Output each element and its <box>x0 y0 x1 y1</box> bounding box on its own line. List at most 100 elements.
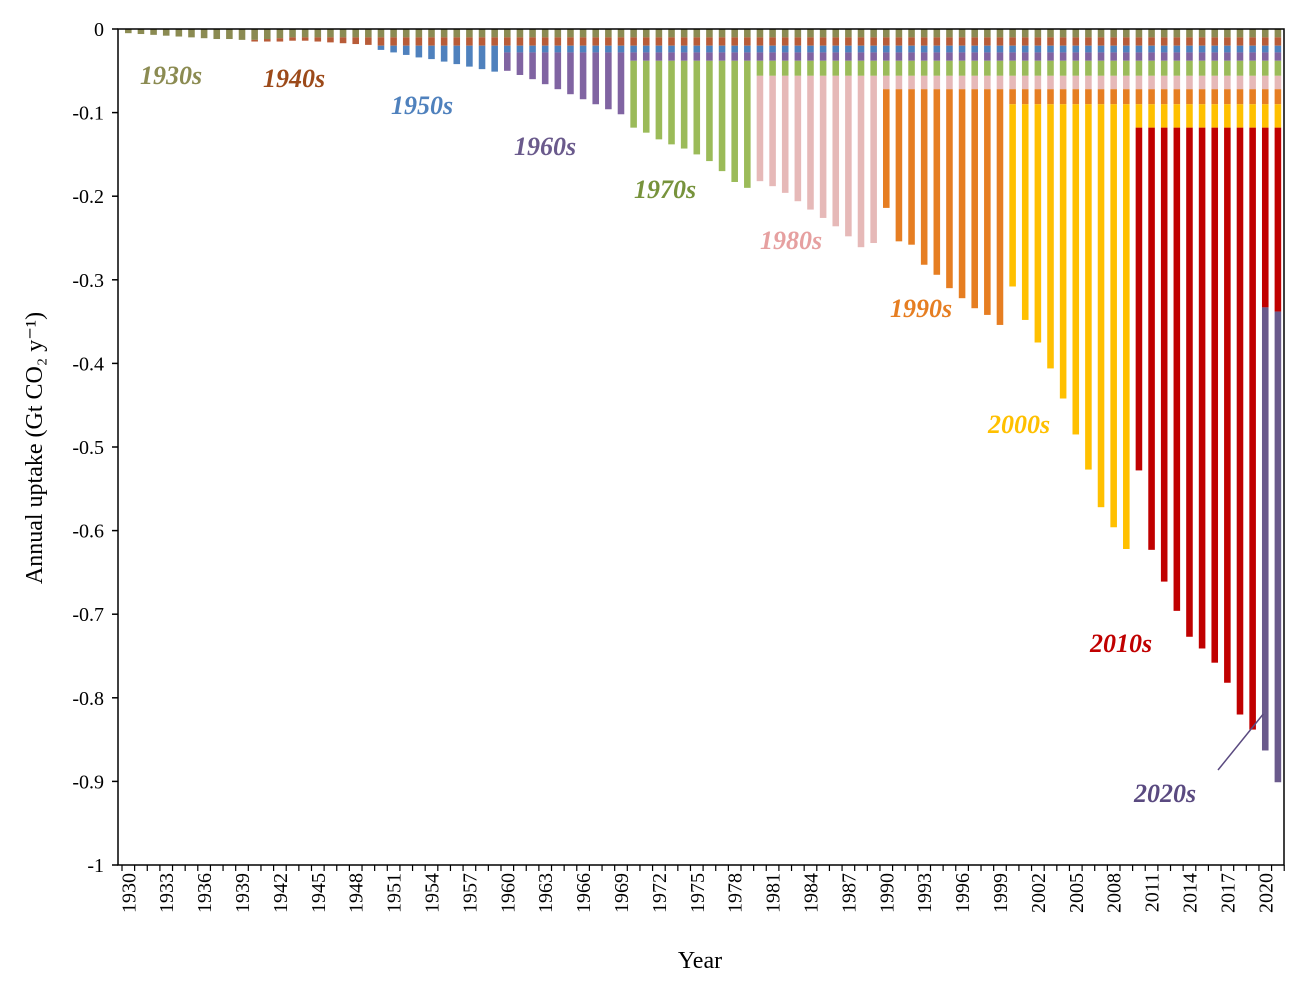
bar-1973-1950s <box>668 45 675 53</box>
bar-1999-1940s <box>996 37 1004 46</box>
bar-2011-1980s <box>1148 75 1155 90</box>
bar-2014-1980s <box>1186 75 1193 90</box>
bar-1972-1940s <box>655 37 663 46</box>
bar-1967-1950s <box>592 45 600 53</box>
bar-1947-1940s <box>339 37 347 44</box>
bar-1994-1940s <box>933 37 941 46</box>
decade-labels: 1930s 1940s 1950s 1960s 1970s 1980s 1990s 2000s… <box>140 61 1264 808</box>
bar-1945-1930s <box>314 29 322 38</box>
bar-2015-1960s <box>1198 52 1206 61</box>
bar-1953-1940s <box>415 37 423 46</box>
bar-1988-1930s <box>857 29 865 38</box>
bar-1974-1930s <box>680 29 688 38</box>
bar-1978-1970s <box>731 60 738 182</box>
bar-2009-1940s <box>1123 37 1130 46</box>
bar-1946-1940s <box>327 37 334 43</box>
x-tick-label: 2008 <box>1104 873 1126 913</box>
bar-2000-2000s <box>1009 104 1016 287</box>
x-tick-label: 1930 <box>118 873 140 913</box>
bar-1998-1950s <box>984 45 991 53</box>
bar-1995-1960s <box>946 52 953 61</box>
bar-2016-1940s <box>1211 37 1219 46</box>
decade-label-1980s: 1980s <box>760 226 822 255</box>
y-tick-label: -0.7 <box>72 604 104 626</box>
bar-2010-1950s <box>1135 45 1143 53</box>
bar-1993-1990s <box>920 89 928 265</box>
bar-2018-1950s <box>1236 45 1244 53</box>
bar-1991-1990s <box>895 89 903 242</box>
bar-1989-1960s <box>870 52 877 61</box>
bar-1976-1950s <box>706 45 713 53</box>
bar-2007-1970s <box>1097 60 1105 76</box>
bar-2002-1950s <box>1034 45 1042 53</box>
bar-1978-1930s <box>731 29 738 38</box>
bar-2007-1960s <box>1097 52 1105 61</box>
bar-2020-1950s <box>1261 45 1269 53</box>
bar-2013-1970s <box>1173 60 1181 76</box>
bar-2012-1950s <box>1160 45 1168 53</box>
bar-1996-1940s <box>958 37 966 46</box>
bar-1987-1970s <box>845 60 852 76</box>
plot-frame <box>117 28 1285 866</box>
bar-2010-1970s <box>1135 60 1143 76</box>
bar-2019-2010s <box>1249 127 1256 730</box>
bar-1998-1960s <box>984 52 991 61</box>
bar-2003-1970s <box>1047 60 1054 76</box>
bar-2014-1970s <box>1186 60 1193 76</box>
bar-1983-1930s <box>794 29 802 38</box>
bar-1982-1930s <box>781 29 789 38</box>
bar-1988-1940s <box>857 37 865 46</box>
bar-2015-1940s <box>1198 37 1206 46</box>
bar-1942-1940s <box>276 38 284 42</box>
x-tick-label: 1999 <box>990 873 1012 913</box>
bar-2011-2010s <box>1148 127 1155 550</box>
bar-2013-1930s <box>1173 29 1181 38</box>
bar-2020-1930s <box>1261 29 1269 38</box>
x-tick-label: 1993 <box>914 873 936 913</box>
bar-1990-1930s <box>883 29 890 38</box>
bar-1986-1940s <box>832 37 840 46</box>
bar-1993-1970s <box>920 60 928 76</box>
bar-1954-1950s <box>428 45 435 60</box>
bar-1984-1970s <box>807 60 814 76</box>
x-tick-label: 1957 <box>459 873 481 913</box>
bar-2001-1990s <box>1021 89 1029 105</box>
bar-1947-1930s <box>339 29 347 38</box>
bar-1986-1930s <box>832 29 840 38</box>
bar-2004-1950s <box>1059 45 1067 53</box>
bar-2013-1980s <box>1173 75 1181 90</box>
bar-1935-1930s <box>188 29 195 38</box>
bar-1999-1970s <box>996 60 1004 76</box>
x-tick-label: 1975 <box>687 873 709 913</box>
bar-2015-2000s <box>1198 104 1206 128</box>
bar-1953-1950s <box>415 45 423 58</box>
bar-1955-1930s <box>440 29 448 38</box>
bar-2005-1990s <box>1072 89 1080 105</box>
bar-1962-1940s <box>529 37 536 46</box>
bar-1991-1960s <box>895 52 903 61</box>
bar-1995-1970s <box>946 60 953 76</box>
bar-1980-1930s <box>756 29 764 38</box>
bar-2021-1940s <box>1274 37 1282 46</box>
bar-2016-1990s <box>1211 89 1219 105</box>
bar-1984-1960s <box>807 52 814 61</box>
bar-2001-1980s <box>1021 75 1029 90</box>
bar-1965-1960s <box>567 52 574 95</box>
bar-2018-1970s <box>1236 60 1244 76</box>
bar-1960-1930s <box>504 29 511 38</box>
bar-1956-1930s <box>453 29 461 38</box>
bar-1979-1970s <box>744 60 751 188</box>
bar-2014-2010s <box>1186 127 1193 637</box>
bar-2003-1940s <box>1047 37 1054 46</box>
bar-1958-1940s <box>478 37 486 46</box>
x-tick-label: 1939 <box>232 873 254 913</box>
bar-2012-1990s <box>1160 89 1168 105</box>
bar-1968-1930s <box>605 29 612 38</box>
bar-1959-1940s <box>491 37 498 46</box>
bar-1943-1940s <box>289 37 296 41</box>
bar-1985-1950s <box>819 45 827 53</box>
x-tick-label: 1990 <box>876 873 898 913</box>
y-tick-label: -1 <box>87 855 104 877</box>
bar-1964-1940s <box>554 37 562 46</box>
